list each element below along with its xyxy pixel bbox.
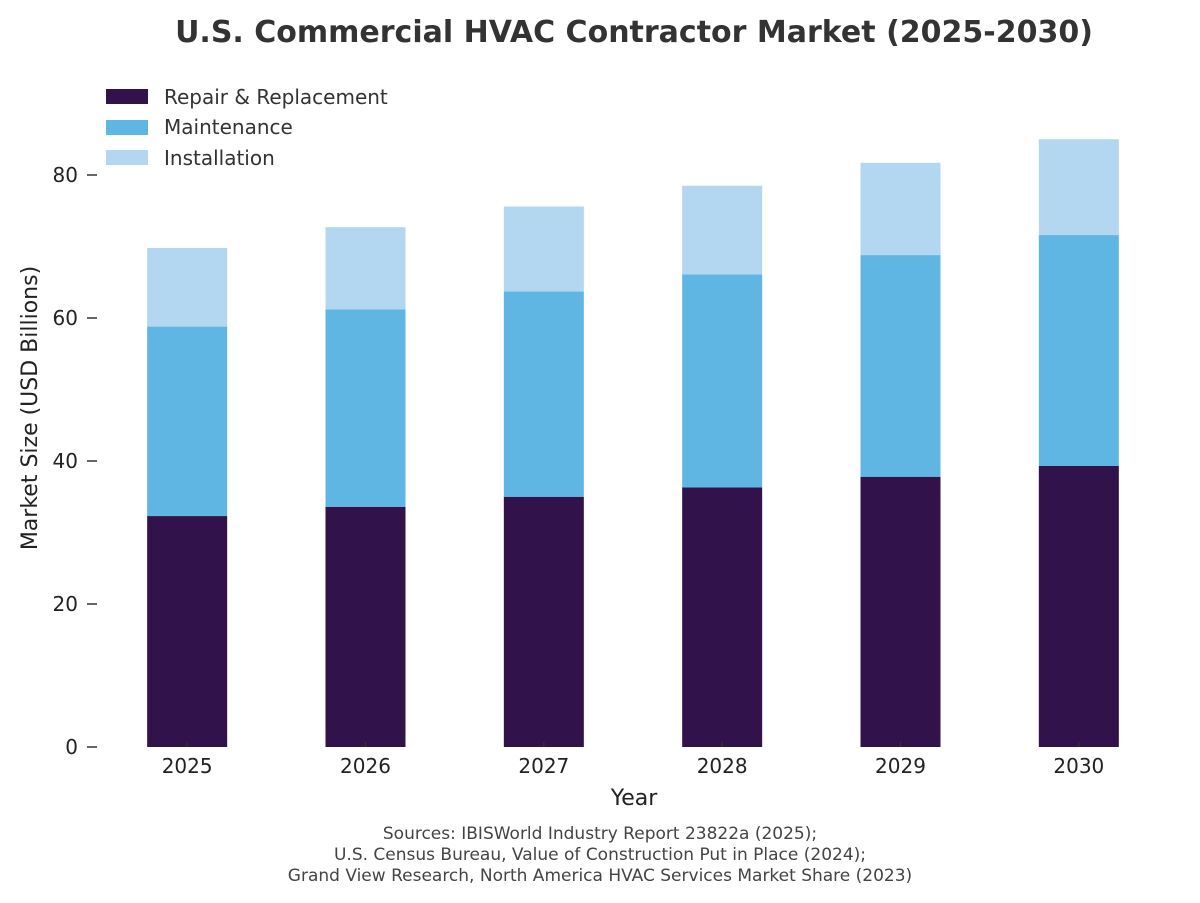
bar-maintenance-2027	[503, 291, 584, 497]
source-line-3: Grand View Research, North America HVAC …	[288, 866, 912, 886]
x-tick-label: 2030	[1053, 754, 1104, 778]
bar-installation-2028	[682, 185, 763, 275]
y-axis-title: Market Size (USD Billions)	[18, 266, 43, 550]
bar-installation-2029	[860, 162, 941, 256]
bars	[147, 139, 1119, 747]
source-line-2: U.S. Census Bureau, Value of Constructio…	[334, 845, 866, 865]
bar-repair-2028	[682, 487, 763, 747]
bar-maintenance-2030	[1038, 235, 1119, 467]
x-tick-label: 2027	[518, 754, 569, 778]
y-tick-label: 40	[53, 449, 78, 473]
bar-repair-2030	[1038, 466, 1119, 747]
bar-repair-2027	[503, 496, 584, 747]
legend-swatch-repair	[106, 89, 148, 104]
bar-installation-2026	[325, 227, 406, 310]
x-tick-label: 2028	[697, 754, 748, 778]
bar-installation-2027	[503, 206, 584, 292]
bar-maintenance-2028	[682, 274, 763, 488]
bar-installation-2025	[147, 247, 228, 327]
bar-maintenance-2025	[147, 326, 228, 517]
legend-label-installation: Installation	[164, 146, 275, 170]
legend-label-repair: Repair & Replacement	[164, 85, 388, 109]
x-tick-label: 2029	[875, 754, 926, 778]
x-axis-title: Year	[610, 786, 659, 811]
x-tick-label: 2025	[162, 754, 213, 778]
legend-swatch-maintenance	[106, 120, 148, 135]
bar-repair-2025	[147, 516, 228, 747]
legend-swatch-installation	[106, 150, 148, 165]
bar-repair-2026	[325, 506, 406, 747]
x-axis: 2025 2026 2027 2028 2029 2030	[162, 742, 1104, 778]
legend: Repair & Replacement Maintenance Install…	[106, 85, 388, 170]
bar-maintenance-2029	[860, 255, 941, 477]
y-tick-label: 0	[65, 735, 78, 759]
legend-label-maintenance: Maintenance	[164, 115, 293, 139]
bar-repair-2029	[860, 476, 941, 747]
bar-maintenance-2026	[325, 309, 406, 507]
y-axis: 0 20 40 60 80	[53, 163, 97, 759]
y-tick-label: 20	[53, 592, 78, 616]
y-tick-label: 60	[53, 306, 78, 330]
chart-title: U.S. Commercial HVAC Contractor Market (…	[175, 15, 1093, 50]
y-tick-label: 80	[53, 163, 78, 187]
bar-installation-2030	[1038, 139, 1119, 236]
source-line-1: Sources: IBISWorld Industry Report 23822…	[383, 824, 817, 844]
x-tick-label: 2026	[340, 754, 391, 778]
